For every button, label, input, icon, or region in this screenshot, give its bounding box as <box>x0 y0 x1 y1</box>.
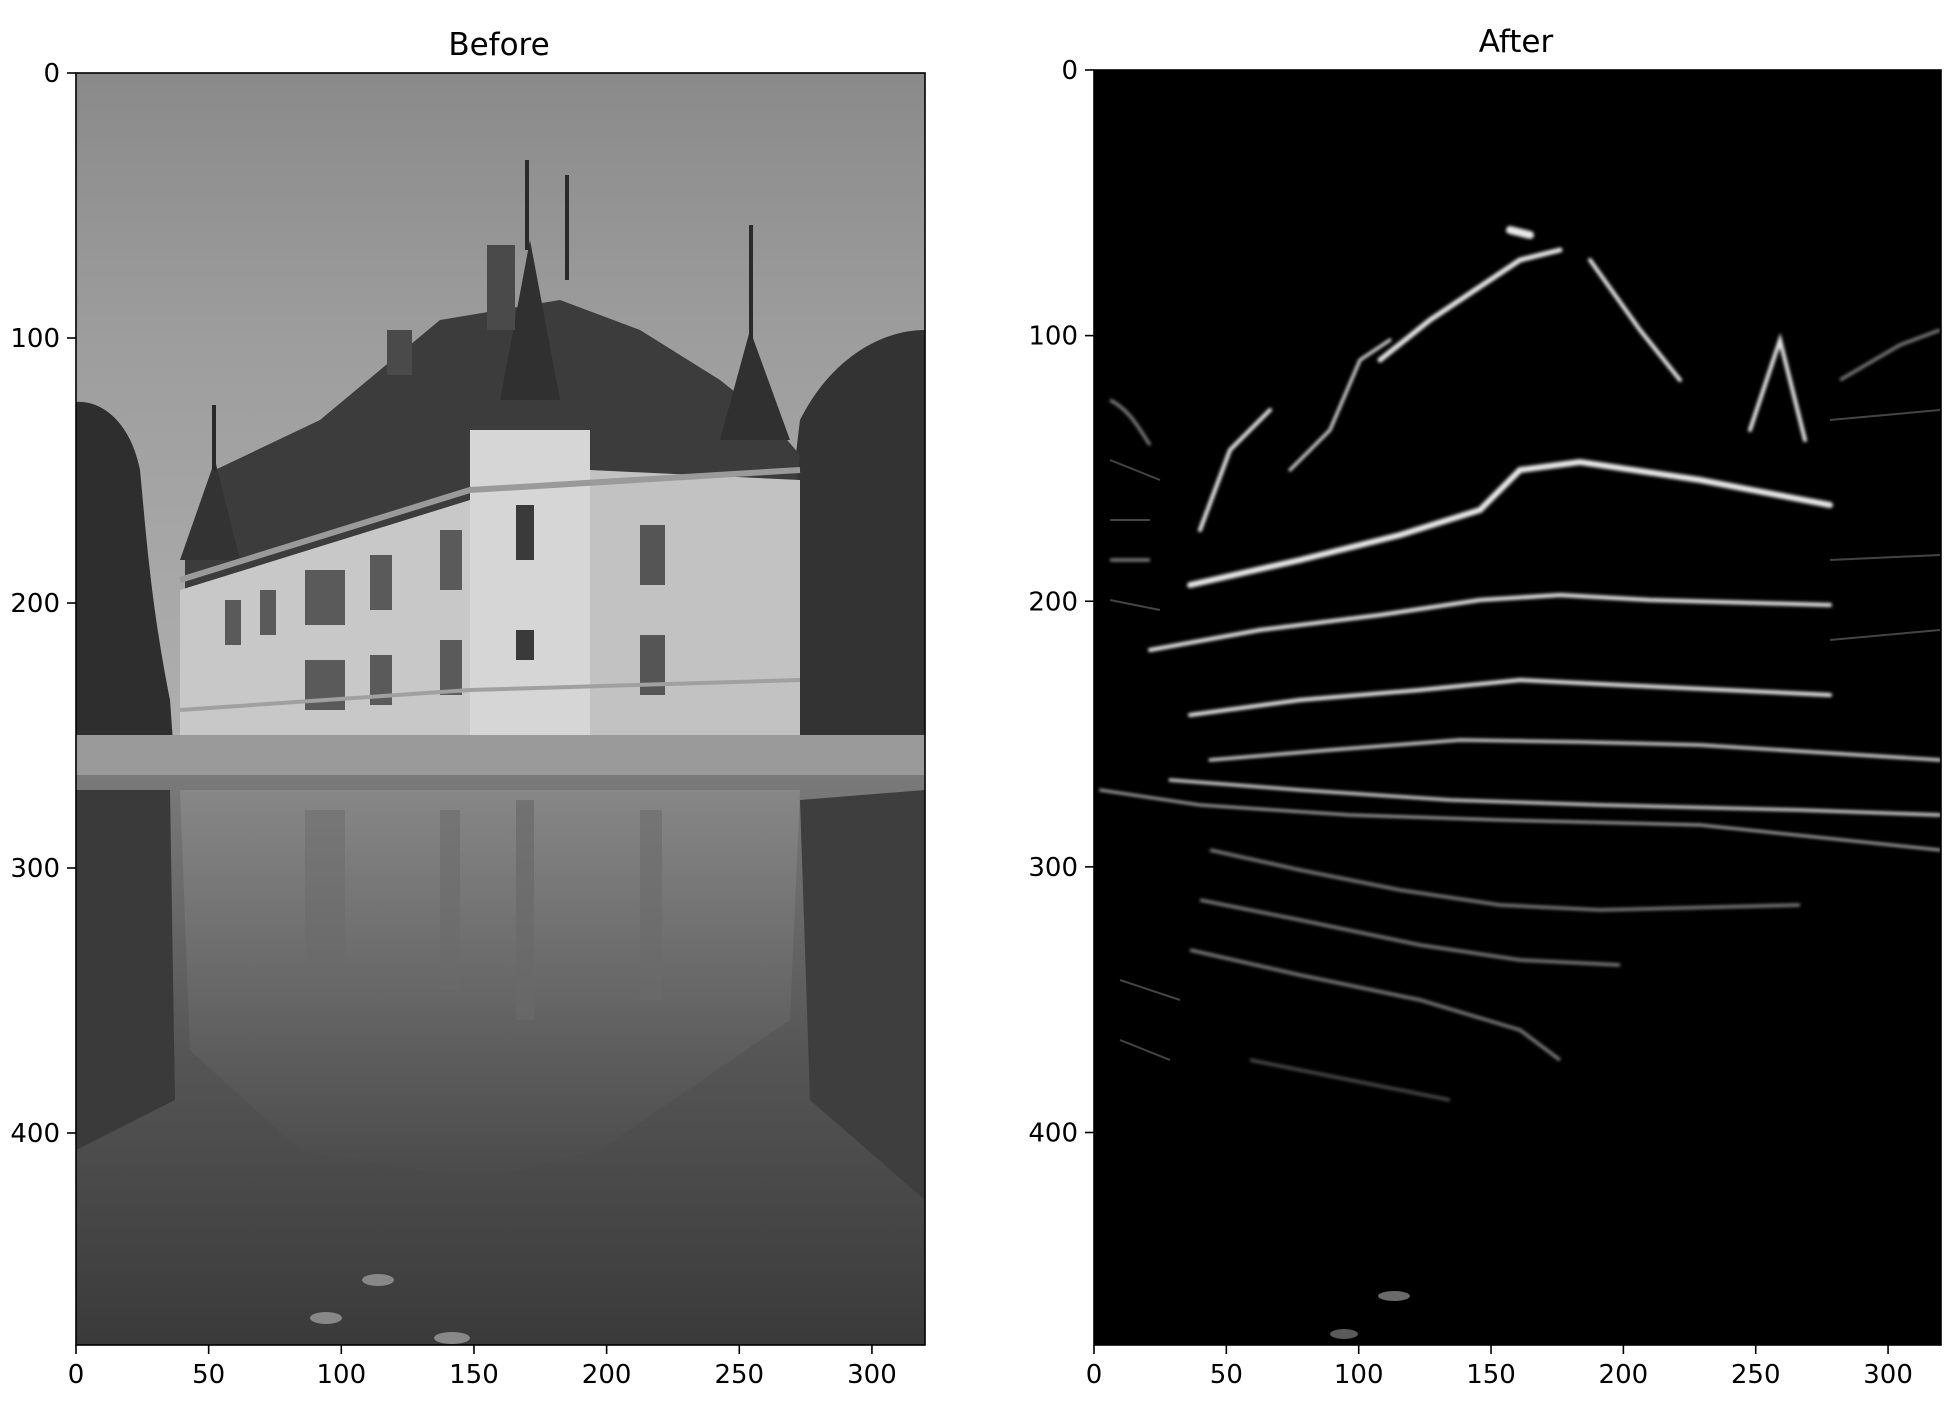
after-x-tick-label: 300 <box>1863 1360 1913 1390</box>
after-x-tick-label: 250 <box>1731 1360 1781 1390</box>
after-x-axis: 0 50 100 150 200 250 300 <box>1086 1345 1913 1390</box>
after-x-tick-label: 150 <box>1466 1360 1516 1390</box>
before-image <box>76 73 925 1345</box>
before-y-tick-label: 200 <box>10 589 60 619</box>
after-x-tick-label: 0 <box>1086 1360 1103 1390</box>
after-y-tick-label: 0 <box>1061 56 1078 86</box>
after-panel: After <box>1028 24 1942 1390</box>
before-title: Before <box>448 27 549 63</box>
before-x-tick-label: 250 <box>714 1360 764 1390</box>
before-panel: Before <box>10 27 926 1390</box>
after-image <box>1094 70 1942 1345</box>
before-x-tick-label: 100 <box>316 1360 366 1390</box>
after-x-tick-label: 200 <box>1599 1360 1649 1390</box>
after-x-tick-label: 100 <box>1334 1360 1384 1390</box>
before-y-tick-label: 300 <box>10 854 60 884</box>
before-x-tick-label: 150 <box>449 1360 499 1390</box>
before-y-tick-label: 100 <box>10 324 60 354</box>
before-x-tick-label: 0 <box>68 1360 85 1390</box>
before-axes-frame <box>75 72 926 1346</box>
before-y-axis: 0 100 200 300 400 <box>10 59 76 1149</box>
before-x-tick-label: 50 <box>192 1360 225 1390</box>
after-y-tick-label: 300 <box>1028 853 1078 883</box>
before-x-tick-label: 300 <box>847 1360 897 1390</box>
before-x-tick-label: 200 <box>582 1360 632 1390</box>
after-y-tick-label: 400 <box>1028 1119 1078 1149</box>
after-x-tick-label: 50 <box>1210 1360 1243 1390</box>
before-x-axis: 0 50 100 150 200 250 300 <box>68 1345 897 1390</box>
before-y-tick-label: 0 <box>43 59 60 89</box>
after-y-tick-label: 100 <box>1028 322 1078 352</box>
after-axes-frame <box>1093 69 1942 1346</box>
after-title: After <box>1479 24 1554 60</box>
after-y-tick-label: 200 <box>1028 587 1078 617</box>
before-y-tick-label: 400 <box>10 1119 60 1149</box>
after-y-axis: 0 100 200 300 400 <box>1028 56 1094 1149</box>
